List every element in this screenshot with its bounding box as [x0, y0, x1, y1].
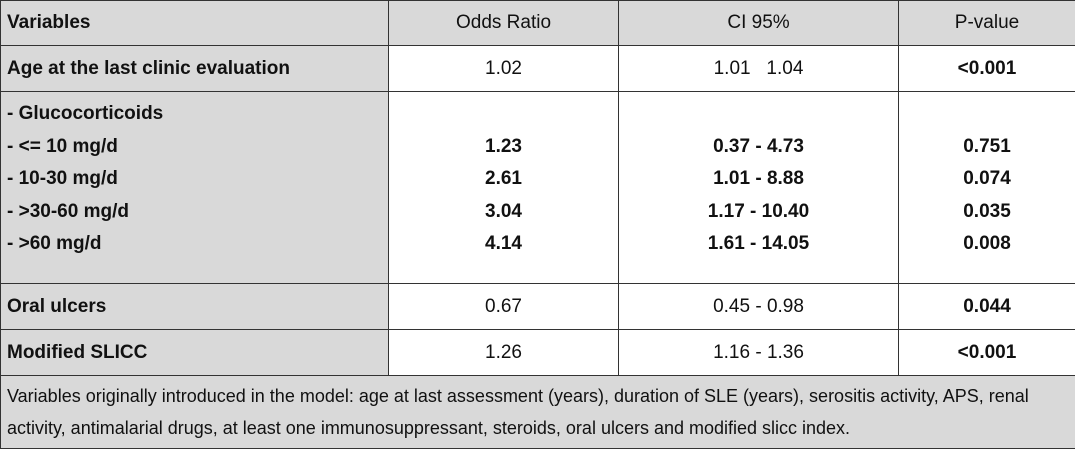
sub-variable: - <= 10 mg/d	[7, 131, 382, 164]
ci: 1.16 - 1.36	[619, 330, 899, 376]
p-value: <0.001	[899, 46, 1075, 92]
spacer	[905, 98, 1069, 131]
p-value: 0.074	[905, 163, 1069, 196]
p-value: <0.001	[899, 330, 1075, 376]
odds-ratio: 3.04	[395, 196, 612, 229]
variable-cell: Modified SLICC	[1, 330, 389, 376]
group-label: - Glucocorticoids	[7, 98, 382, 131]
sub-variable: - 10-30 mg/d	[7, 163, 382, 196]
p-value: 0.008	[905, 228, 1069, 261]
odds-ratio: 1.23	[395, 131, 612, 164]
variable-cell: Age at the last clinic evaluation	[1, 46, 389, 92]
odds-ratio: 1.02	[389, 46, 619, 92]
ci: 0.37 - 4.73	[625, 131, 892, 164]
variable-cell: Oral ulcers	[1, 284, 389, 330]
header-cell: P-value	[899, 1, 1075, 46]
footnote-row: Variables originally introduced in the m…	[1, 376, 1075, 449]
p-value: 0.035	[905, 196, 1069, 229]
header-cell: Odds Ratio	[389, 1, 619, 46]
header-cell: CI 95%	[619, 1, 899, 46]
ci: 1.61 - 14.05	[625, 228, 892, 261]
spacer	[395, 98, 612, 131]
footnote: Variables originally introduced in the m…	[1, 376, 1075, 449]
ci: 1.17 - 10.40	[625, 196, 892, 229]
ci: 1.01 - 8.88	[625, 163, 892, 196]
p-value: 0.751	[905, 131, 1069, 164]
odds-ratio: 0.67	[389, 284, 619, 330]
p-value: 0.044	[899, 284, 1075, 330]
odds-ratio: 4.14	[395, 228, 612, 261]
header-cell: Variables	[1, 1, 389, 46]
group-row: - Glucocorticoids- <= 10 mg/d- 10-30 mg/…	[1, 92, 1075, 284]
ci: 1.01 1.04	[619, 46, 899, 92]
sub-variable: - >60 mg/d	[7, 228, 382, 261]
sub-variable: - >30-60 mg/d	[7, 196, 382, 229]
odds-ratio: 1.26	[389, 330, 619, 376]
variable-cell: - Glucocorticoids- <= 10 mg/d- 10-30 mg/…	[1, 92, 389, 284]
ci: 0.45 - 0.98	[619, 284, 899, 330]
odds-ratio: 2.61	[395, 163, 612, 196]
spacer	[625, 98, 892, 131]
